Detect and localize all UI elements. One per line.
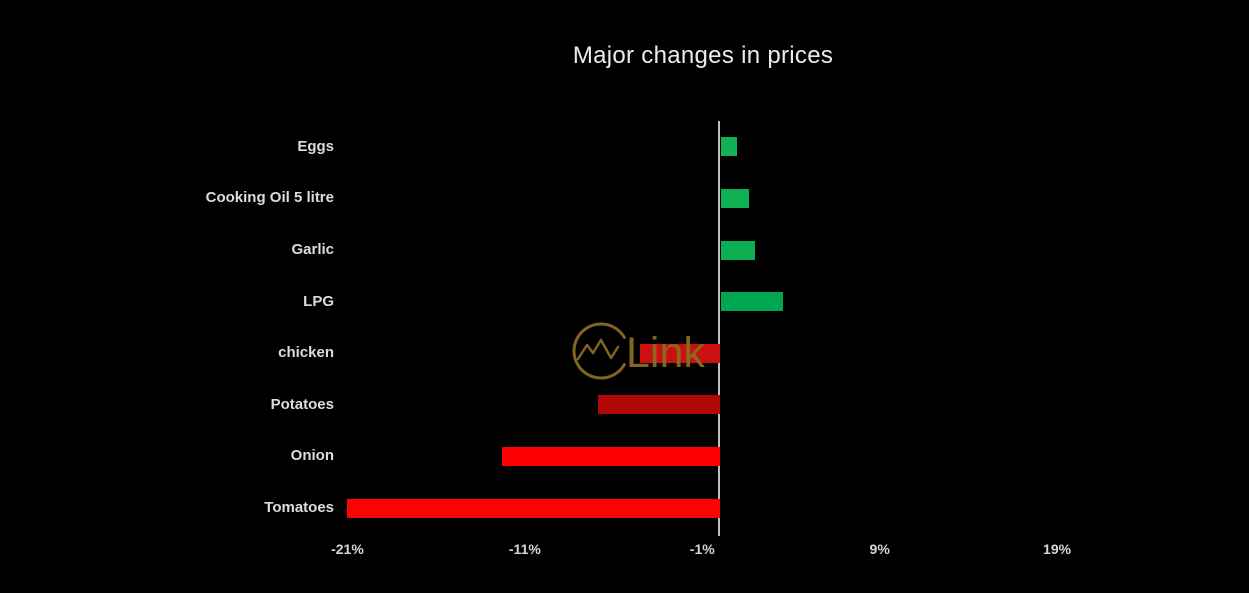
- category-label-chicken: chicken: [278, 344, 334, 362]
- mountain-circle-logo-icon: [572, 322, 626, 380]
- x-tick-label-11: -11%: [508, 541, 541, 557]
- chart-title: Major changes in prices: [572, 42, 834, 69]
- category-label-potatoes: Potatoes: [270, 395, 334, 413]
- category-label-lpg: LPG: [303, 292, 334, 310]
- x-tick-label-19: 19%: [1043, 541, 1072, 557]
- category-label-cooking-oil-5-litre: Cooking Oil 5 litre: [205, 189, 334, 207]
- category-label-garlic: Garlic: [291, 241, 334, 258]
- zero-axis-line: [718, 121, 720, 536]
- bar-lpg: [721, 292, 784, 312]
- bar-cooking-oil-5-litre: [721, 188, 750, 208]
- bar-chicken: [640, 343, 720, 363]
- category-label-tomatoes: Tomatoes: [264, 499, 334, 516]
- watermark-logo: Link: [572, 322, 705, 380]
- watermark-text: Link: [626, 329, 705, 377]
- x-tick-label-9: 9%: [869, 541, 890, 557]
- x-tick-label-1: -1%: [689, 541, 715, 557]
- x-tick-label-21: -21%: [331, 541, 364, 557]
- bar-tomatoes: [347, 498, 720, 518]
- bar-potatoes: [597, 395, 720, 415]
- bar-onion: [501, 446, 720, 466]
- bar-eggs: [721, 137, 737, 157]
- category-label-onion: Onion: [290, 447, 334, 465]
- category-label-eggs: Eggs: [297, 137, 334, 155]
- bar-garlic: [721, 240, 755, 260]
